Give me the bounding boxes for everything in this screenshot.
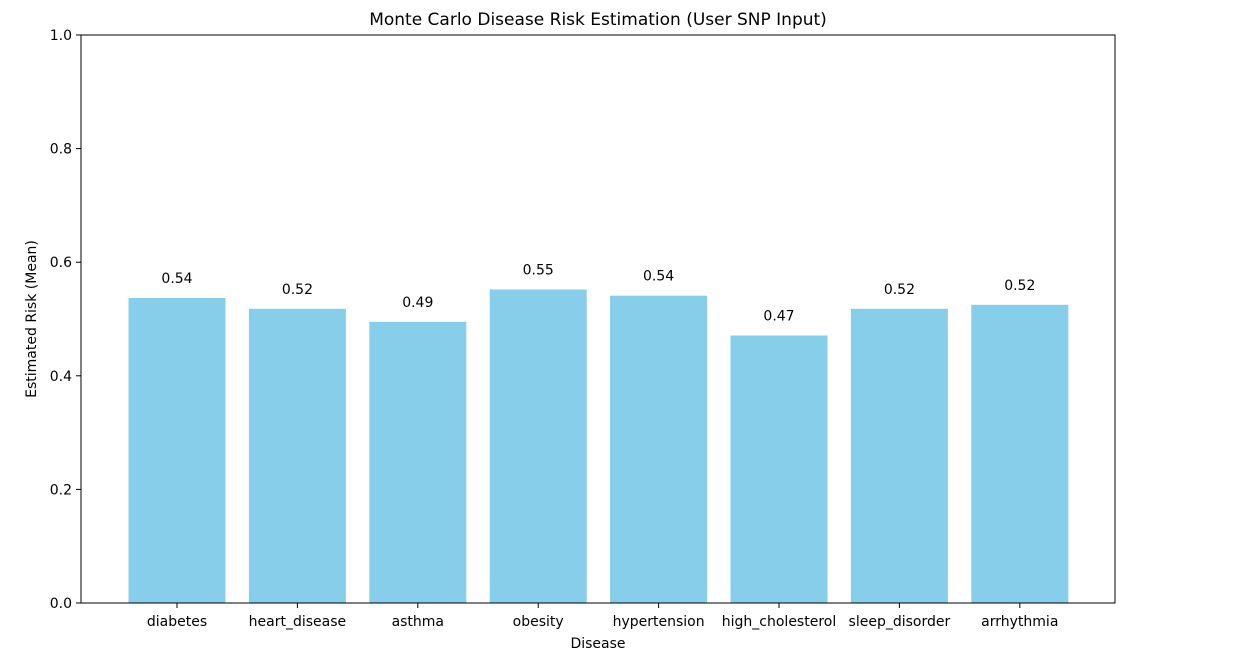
chart-title: Monte Carlo Disease Risk Estimation (Use…: [369, 10, 827, 30]
data-label-diabetes: 0.54: [161, 271, 192, 287]
bar-high-cholesterol: [730, 335, 828, 603]
x-tick-label: obesity: [513, 614, 564, 630]
plot-frame: [80, 34, 1116, 604]
y-tick-label: 0.6: [50, 255, 72, 271]
bar-arrhythmia: [971, 304, 1069, 603]
data-label-heart-disease: 0.52: [282, 282, 313, 298]
y-axis-label: Estimated Risk (Mean): [24, 240, 40, 398]
data-label-sleep-disorder: 0.52: [884, 282, 915, 298]
bar-hypertension: [610, 295, 708, 603]
plot-area: 0.54 diabetes 0.52 heart_disease 0.49 asthma 0…: [50, 28, 1116, 630]
data-label-hypertension: 0.54: [643, 269, 674, 285]
x-tick-label: heart_disease: [249, 614, 346, 630]
data-label-asthma: 0.49: [402, 295, 433, 311]
bar-asthma: [369, 321, 467, 603]
bar-diabetes: [128, 298, 226, 603]
bar-heart-disease: [248, 308, 346, 603]
bar-sleep-disorder: [850, 308, 948, 603]
x-tick-label: diabetes: [147, 614, 207, 630]
y-tick-label: 0.4: [50, 369, 72, 385]
x-tick-label: hypertension: [613, 614, 705, 630]
x-tick-label: asthma: [392, 614, 444, 630]
bar-obesity: [489, 289, 587, 603]
data-label-arrhythmia: 0.52: [1004, 278, 1035, 294]
x-tick-label: high_cholesterol: [722, 614, 836, 630]
y-tick-label: 0.0: [50, 596, 72, 612]
data-label-obesity: 0.55: [523, 263, 554, 279]
y-tick-label: 1.0: [50, 28, 72, 44]
data-label-high-cholesterol: 0.47: [763, 309, 794, 325]
x-axis-label: Disease: [570, 636, 625, 652]
y-tick-label: 0.2: [50, 482, 72, 498]
y-tick-label: 0.8: [50, 142, 72, 158]
x-tick-label: arrhythmia: [981, 614, 1058, 630]
x-tick-label: sleep_disorder: [849, 614, 951, 630]
